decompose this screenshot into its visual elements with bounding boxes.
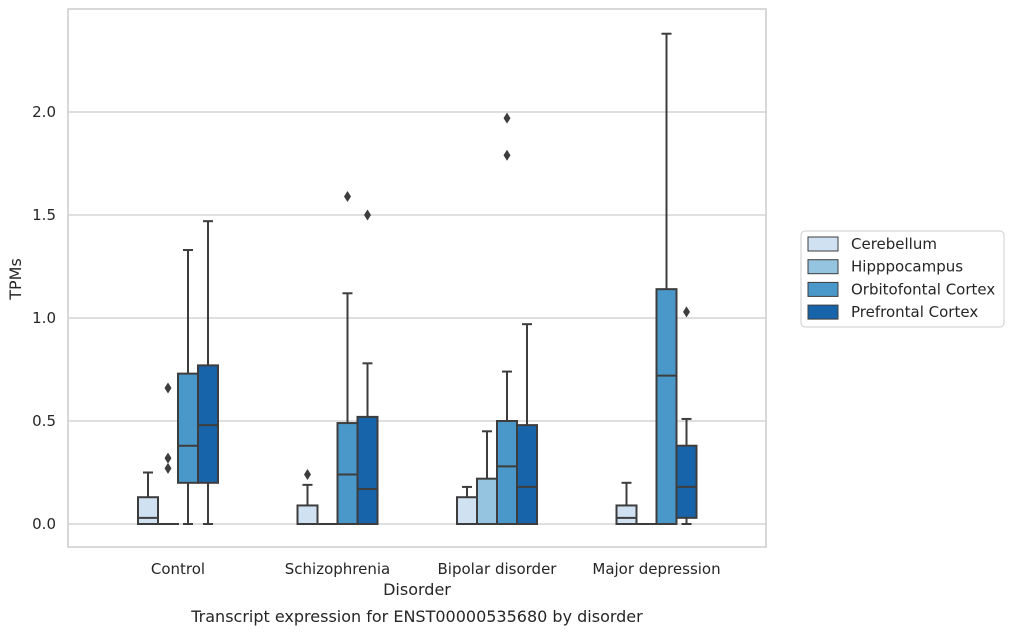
legend-swatch	[807, 236, 839, 252]
box-body	[615, 504, 638, 525]
box-body	[296, 504, 319, 525]
y-tick-label: 1.5	[32, 206, 56, 224]
box-2-1	[336, 190, 359, 525]
box-body	[496, 420, 518, 525]
box-body	[197, 364, 219, 484]
box-3-2	[516, 323, 538, 525]
x-tick-label: Bipolar disorder	[438, 560, 558, 578]
box-body	[137, 496, 159, 526]
legend-swatch	[807, 304, 839, 320]
legend-label: Cerebellum	[851, 235, 937, 253]
box-3-3	[675, 306, 698, 525]
box-0-2	[456, 485, 478, 526]
box-3-1	[356, 209, 379, 526]
box-body	[356, 415, 379, 526]
outlier-point	[503, 112, 511, 124]
box-body	[516, 424, 538, 525]
box-body	[476, 477, 498, 525]
box-3-0	[197, 220, 219, 525]
box-1-0	[157, 382, 179, 526]
box-1-2	[476, 430, 498, 525]
x-axis-label: Disorder	[383, 580, 451, 599]
box-2-3	[655, 32, 678, 525]
outlier-point	[503, 149, 511, 161]
y-tick-label: 0.5	[32, 412, 56, 430]
box-body	[655, 288, 678, 525]
plot-frame	[67, 8, 767, 548]
outlier-point	[304, 469, 311, 481]
legend-label: Hipppocampus	[851, 258, 963, 276]
x-tick-label: Schizophrenia	[285, 560, 390, 578]
legend-label: Prefrontal Cortex	[851, 303, 978, 321]
box-body	[336, 422, 359, 525]
y-axis-ticks: 0.0 0.5 1.0 1.5 2.0	[32, 103, 56, 533]
box-0-1	[296, 469, 319, 525]
box-body	[456, 496, 478, 526]
legend-swatch	[807, 259, 839, 275]
legend-swatch	[807, 281, 839, 297]
x-axis-ticks: Control Schizophrenia Bipolar disorder Majo…	[151, 560, 721, 578]
legend-label: Orbitofontal Cortex	[851, 280, 995, 298]
box-0-3	[615, 481, 638, 525]
outlier-point	[364, 209, 371, 221]
legend-frame	[800, 230, 1005, 328]
y-tick-label: 1.0	[32, 309, 56, 327]
x-tick-label: Control	[151, 560, 205, 578]
box-2-0	[177, 249, 199, 525]
outlier-point	[164, 452, 172, 464]
box-2-2	[496, 112, 518, 525]
box-0-0	[137, 471, 159, 526]
box-body	[177, 372, 199, 484]
y-tick-label: 0.0	[32, 515, 56, 533]
outlier-point	[164, 462, 172, 474]
outlier-point	[164, 382, 172, 394]
outlier-point	[683, 306, 690, 318]
box-marks	[137, 32, 698, 526]
x-tick-label: Major depression	[592, 560, 720, 578]
chart-caption: Transcript expression for ENST0000053568…	[190, 607, 643, 626]
outlier-point	[344, 190, 351, 202]
y-axis-label: TPMs	[6, 258, 25, 301]
legend: Cerebellum Hipppocampus Orbitofontal Corte…	[800, 230, 1005, 328]
box-body	[675, 444, 698, 519]
y-tick-label: 2.0	[32, 103, 56, 121]
